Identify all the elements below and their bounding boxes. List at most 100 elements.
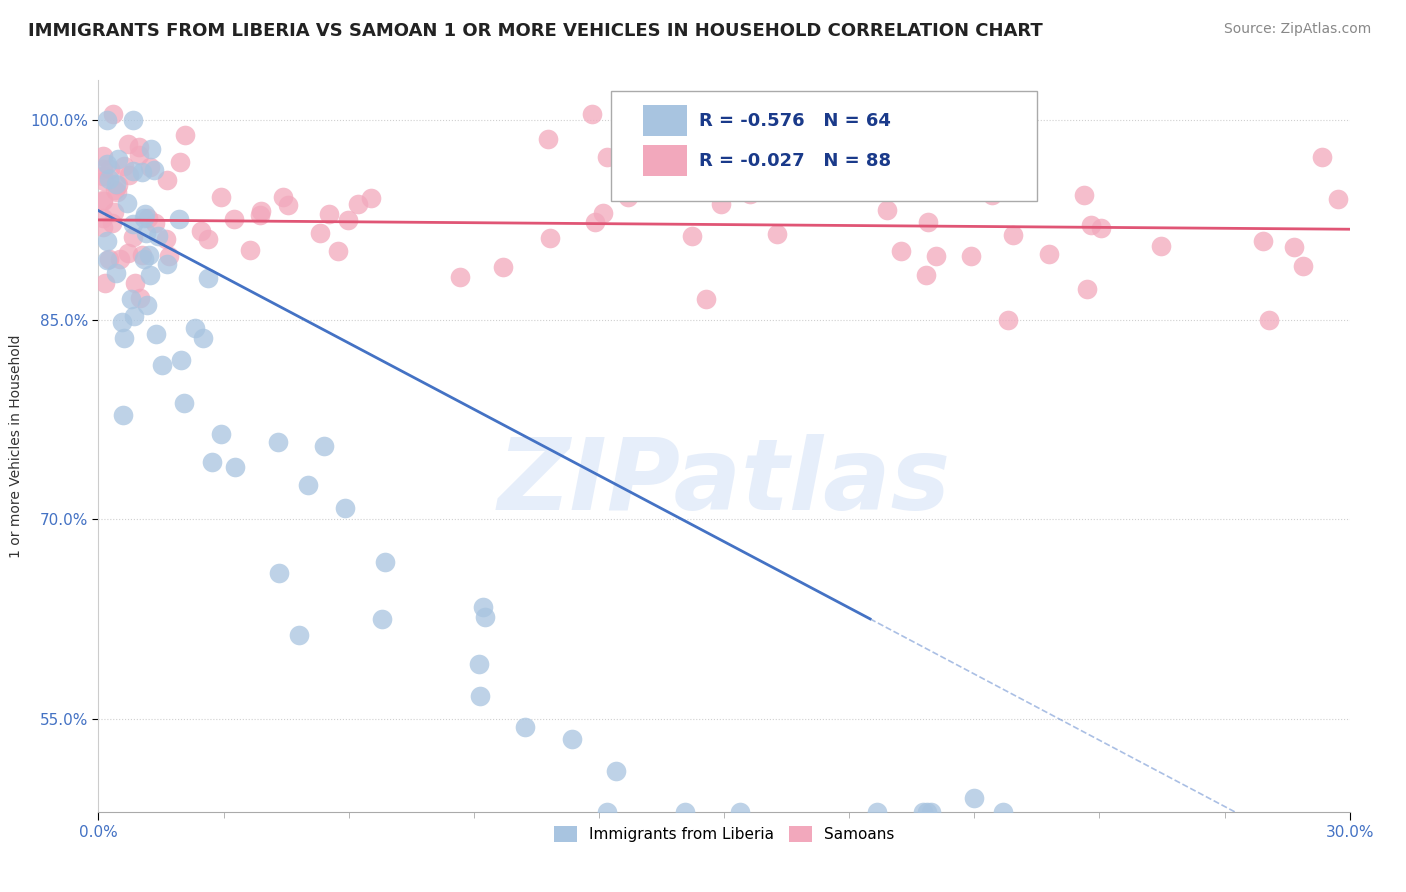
Point [581, 106, 603, 120]
Point [122, 164, 145, 178]
Point [103, 204, 125, 219]
Point [890, 244, 912, 259]
Point [150, 359, 173, 373]
Point [309, 226, 332, 240]
Point [346, 196, 368, 211]
Point [111, 409, 134, 423]
Point [974, 139, 997, 153]
Point [449, 269, 471, 284]
Point [128, 291, 150, 305]
Point [107, 178, 129, 193]
Point [250, 204, 273, 219]
Point [104, 183, 127, 197]
Point [596, 150, 619, 164]
Y-axis label: 1 or more Vehicles in Household: 1 or more Vehicles in Household [8, 334, 22, 558]
Point [276, 198, 298, 212]
Point [104, 266, 127, 280]
Point [91, 149, 114, 163]
Point [1076, 282, 1098, 296]
Point [1292, 259, 1315, 273]
Point [249, 208, 271, 222]
Point [766, 227, 789, 241]
Point [963, 791, 986, 805]
Point [173, 396, 195, 410]
Text: R = -0.576   N = 64: R = -0.576 N = 64 [699, 112, 891, 129]
Point [120, 292, 142, 306]
Point [197, 270, 219, 285]
Point [468, 657, 491, 671]
Point [93, 174, 115, 188]
Point [617, 190, 640, 204]
Point [224, 460, 246, 475]
Point [605, 764, 627, 778]
Point [155, 232, 177, 246]
Point [474, 609, 496, 624]
FancyBboxPatch shape [612, 91, 1038, 201]
Point [1073, 188, 1095, 202]
Point [156, 173, 179, 187]
Point [925, 249, 948, 263]
Point [132, 211, 155, 225]
Point [1038, 247, 1060, 261]
Point [91, 194, 114, 209]
Point [91, 161, 114, 176]
Point [157, 250, 180, 264]
Point [111, 315, 134, 329]
Point [326, 244, 349, 258]
Point [538, 231, 561, 245]
Point [561, 731, 583, 746]
Point [103, 106, 125, 120]
Point [108, 252, 131, 266]
Point [1150, 239, 1173, 253]
Point [583, 215, 606, 229]
Point [876, 203, 898, 218]
Point [136, 211, 159, 226]
Point [271, 190, 294, 204]
Point [96, 234, 118, 248]
Point [267, 566, 290, 581]
Point [1258, 312, 1281, 326]
Point [592, 206, 614, 220]
Point [681, 229, 703, 244]
Point [288, 627, 311, 641]
Point [145, 326, 167, 341]
Point [1282, 240, 1305, 254]
Point [980, 188, 1002, 202]
Point [173, 128, 195, 143]
Point [318, 207, 340, 221]
Point [94, 276, 117, 290]
Point [738, 186, 761, 201]
Point [139, 268, 162, 282]
Point [1327, 192, 1350, 206]
Point [132, 252, 155, 267]
Point [91, 169, 114, 184]
Point [596, 805, 619, 819]
Point [190, 224, 212, 238]
Point [959, 249, 981, 263]
Point [239, 244, 262, 258]
Point [169, 154, 191, 169]
Point [673, 805, 696, 819]
Point [915, 268, 938, 282]
Point [143, 163, 166, 178]
Point [917, 805, 939, 819]
Point [360, 191, 382, 205]
Point [267, 434, 290, 449]
Point [138, 248, 160, 262]
Point [472, 600, 495, 615]
Point [184, 321, 207, 335]
Point [124, 310, 146, 324]
Point [209, 190, 232, 204]
Point [537, 132, 560, 146]
Point [115, 196, 138, 211]
Point [156, 257, 179, 271]
Point [136, 298, 159, 312]
Point [96, 113, 118, 128]
Point [866, 805, 889, 819]
Point [91, 220, 114, 235]
Legend: Immigrants from Liberia, Samoans: Immigrants from Liberia, Samoans [547, 820, 901, 848]
Point [371, 612, 394, 626]
Point [105, 186, 128, 200]
Point [131, 248, 153, 262]
Point [201, 455, 224, 469]
